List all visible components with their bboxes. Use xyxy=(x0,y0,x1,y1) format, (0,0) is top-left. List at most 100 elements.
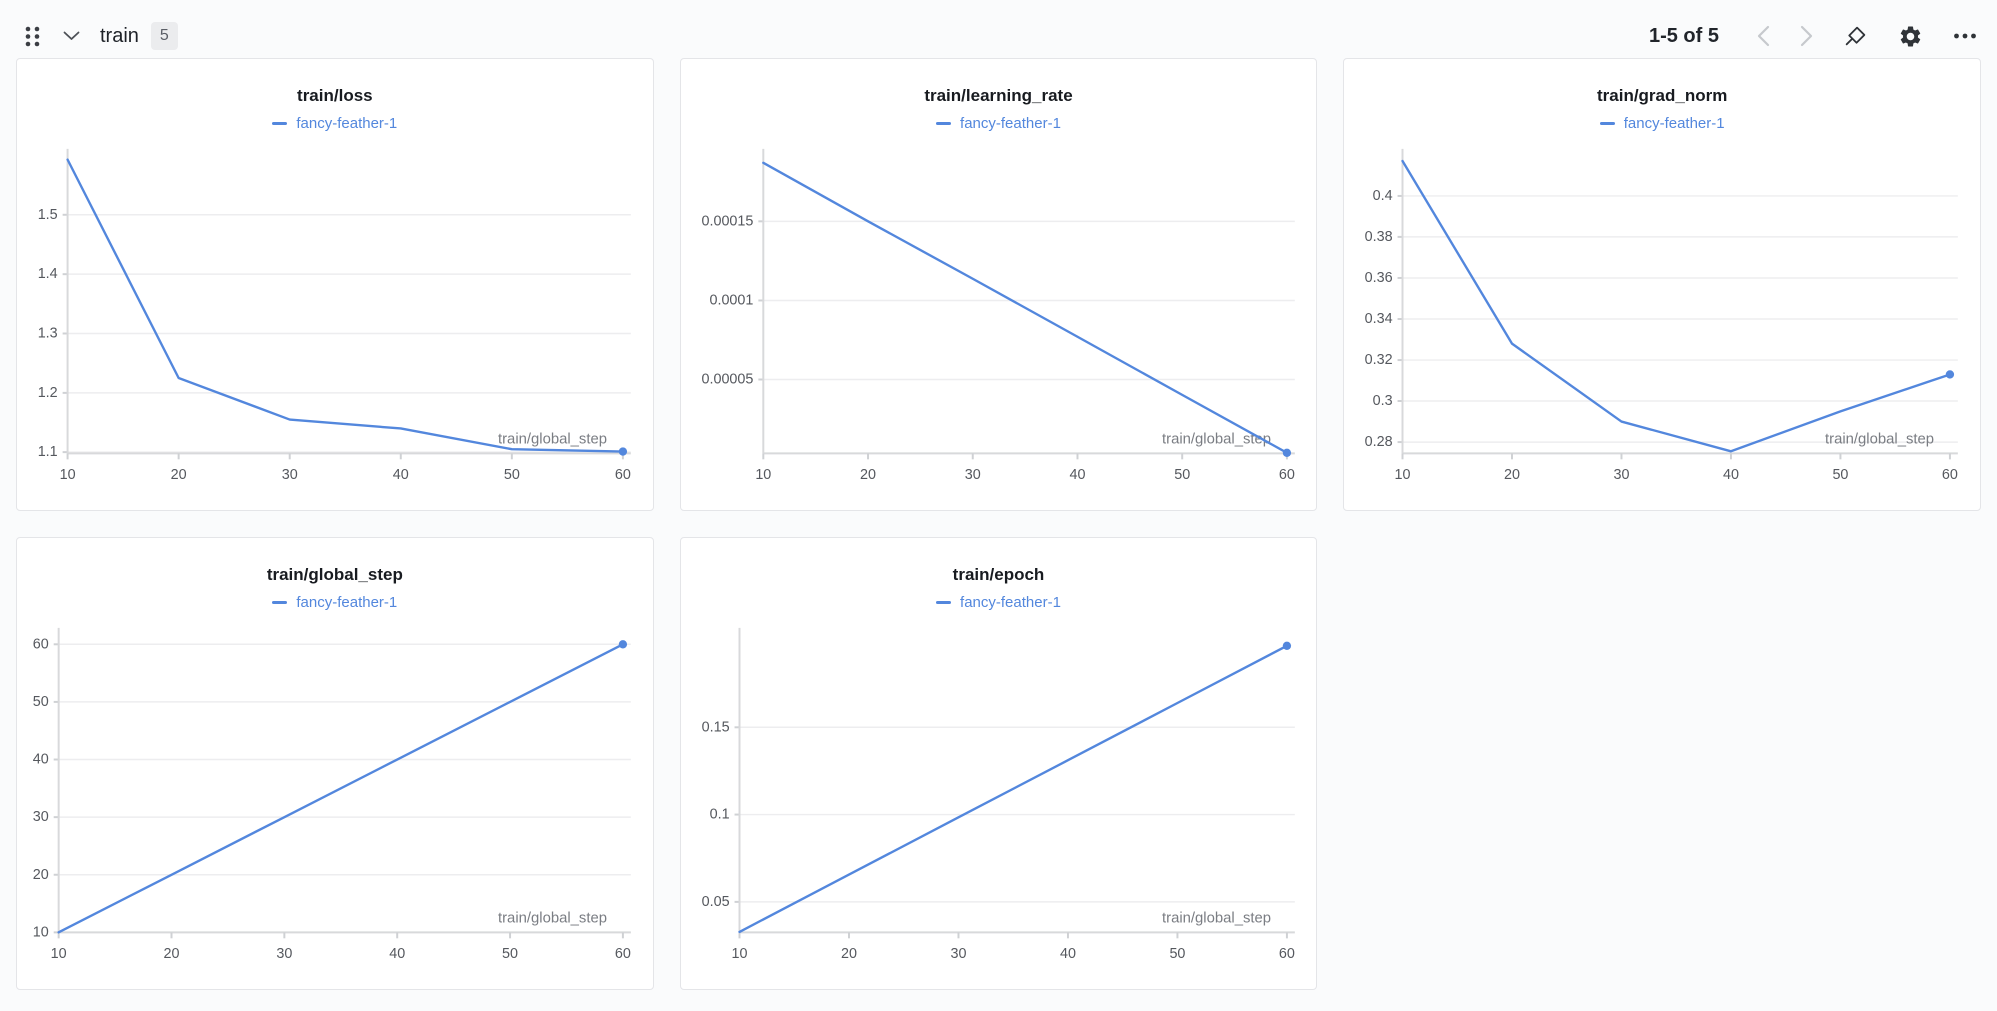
svg-text:20: 20 xyxy=(164,946,180,962)
legend-line-icon xyxy=(272,600,288,604)
legend-line-icon xyxy=(272,121,288,125)
svg-text:20: 20 xyxy=(33,867,49,883)
chevron-down-icon[interactable] xyxy=(59,27,84,45)
svg-text:0.00015: 0.00015 xyxy=(701,213,753,229)
svg-text:10: 10 xyxy=(731,946,747,962)
chart-panel-global-step: train/global_step fancy-feather-1 10 20 30… xyxy=(16,537,654,990)
svg-text:30: 30 xyxy=(282,467,298,483)
svg-text:train/global_step: train/global_step xyxy=(498,910,607,926)
ellipsis-icon[interactable] xyxy=(1949,28,1981,44)
chevron-left-icon[interactable] xyxy=(1753,21,1774,51)
svg-text:0.38: 0.38 xyxy=(1365,229,1393,245)
svg-text:train/global_step: train/global_step xyxy=(1162,431,1271,447)
svg-text:0.1: 0.1 xyxy=(709,807,729,823)
svg-text:60: 60 xyxy=(1279,946,1295,962)
line-chart-grad-norm[interactable]: 0.28 0.3 0.32 0.34 0.36 0.38 0.4 10 20 30 40 50 60 tr… xyxy=(1344,141,1980,510)
drag-handle-icon[interactable] xyxy=(20,21,45,52)
legend-run-name[interactable]: fancy-feather-1 xyxy=(960,114,1061,132)
svg-text:40: 40 xyxy=(393,467,409,483)
svg-text:20: 20 xyxy=(1504,467,1520,483)
svg-text:40: 40 xyxy=(1069,467,1085,483)
svg-text:30: 30 xyxy=(276,946,292,962)
chart-legend: fancy-feather-1 xyxy=(681,113,1317,133)
legend-run-name[interactable]: fancy-feather-1 xyxy=(296,114,398,132)
svg-text:10: 10 xyxy=(33,924,49,940)
panel-count-badge: 5 xyxy=(150,22,178,50)
svg-text:60: 60 xyxy=(615,946,631,962)
svg-text:50: 50 xyxy=(502,946,518,962)
svg-text:1.3: 1.3 xyxy=(38,325,58,341)
legend-line-icon xyxy=(936,600,952,604)
svg-text:50: 50 xyxy=(504,467,520,483)
chart-legend: fancy-feather-1 xyxy=(681,592,1317,612)
chart-legend: fancy-feather-1 xyxy=(17,113,653,133)
svg-text:0.15: 0.15 xyxy=(701,719,729,735)
svg-text:0.4: 0.4 xyxy=(1373,188,1393,204)
chart-panel-loss: train/loss fancy-feather-1 1.1 1.2 1.3 1.4 1… xyxy=(16,58,654,511)
svg-text:20: 20 xyxy=(841,946,857,962)
line-chart-learning-rate[interactable]: 0.00005 0.0001 0.00015 10 20 30 40 50 60 train/gl… xyxy=(681,141,1317,510)
svg-text:1.4: 1.4 xyxy=(38,266,58,282)
svg-text:40: 40 xyxy=(1060,946,1076,962)
chart-title: train/loss xyxy=(297,86,373,105)
chevron-right-icon[interactable] xyxy=(1796,21,1817,51)
svg-text:60: 60 xyxy=(33,636,49,652)
svg-text:10: 10 xyxy=(755,467,771,483)
svg-text:0.28: 0.28 xyxy=(1365,434,1393,450)
chart-title: train/grad_norm xyxy=(1596,86,1728,105)
svg-text:10: 10 xyxy=(1395,467,1411,483)
panel-section-header: train 5 1-5 of 5 xyxy=(0,0,1997,58)
svg-text:30: 30 xyxy=(1614,467,1630,483)
section-title: train xyxy=(100,24,139,47)
svg-text:20: 20 xyxy=(171,467,187,483)
chart-legend: fancy-feather-1 xyxy=(17,592,653,612)
gear-icon[interactable] xyxy=(1894,20,1927,53)
svg-text:10: 10 xyxy=(60,467,76,483)
chart-panel-epoch: train/epoch fancy-feather-1 0.05 0.1 0.15 1… xyxy=(679,537,1318,990)
chart-panel-learning-rate: train/learning_rate fancy-feather-1 0.00… xyxy=(679,58,1318,511)
svg-text:0.00005: 0.00005 xyxy=(701,371,753,387)
svg-text:20: 20 xyxy=(860,467,876,483)
line-chart-epoch[interactable]: 0.05 0.1 0.15 10 20 30 40 50 60 train/global_step xyxy=(681,620,1317,989)
svg-text:60: 60 xyxy=(1942,467,1958,483)
panel-grid: train/loss fancy-feather-1 1.1 1.2 1.3 1.4 1… xyxy=(0,58,1997,990)
pin-icon[interactable] xyxy=(1839,20,1872,53)
chart-title: train/epoch xyxy=(952,565,1045,584)
svg-text:60: 60 xyxy=(615,467,631,483)
svg-text:0.34: 0.34 xyxy=(1365,311,1393,327)
svg-text:50: 50 xyxy=(1169,946,1185,962)
svg-text:train/global_step: train/global_step xyxy=(1825,431,1934,447)
svg-text:train/global_step: train/global_step xyxy=(498,431,607,447)
legend-run-name[interactable]: fancy-feather-1 xyxy=(296,593,398,611)
svg-text:1.2: 1.2 xyxy=(38,385,58,401)
legend-line-icon xyxy=(1599,121,1615,125)
svg-text:50: 50 xyxy=(1833,467,1849,483)
line-chart-global-step[interactable]: 10 20 30 40 50 60 10 20 30 40 50 60 train/global_ste… xyxy=(17,620,653,989)
svg-text:10: 10 xyxy=(51,946,67,962)
pagination-label: 1-5 of 5 xyxy=(1648,24,1719,47)
svg-text:1.5: 1.5 xyxy=(38,207,58,223)
svg-text:1.1: 1.1 xyxy=(38,444,58,460)
legend-run-name[interactable]: fancy-feather-1 xyxy=(960,593,1061,611)
svg-text:60: 60 xyxy=(1279,467,1295,483)
chart-title: train/learning_rate xyxy=(924,86,1073,105)
chart-legend: fancy-feather-1 xyxy=(1344,113,1980,133)
svg-text:30: 30 xyxy=(33,809,49,825)
svg-text:40: 40 xyxy=(389,946,405,962)
legend-line-icon xyxy=(936,121,952,125)
svg-text:40: 40 xyxy=(1723,467,1739,483)
legend-run-name[interactable]: fancy-feather-1 xyxy=(1623,114,1725,132)
svg-text:train/global_step: train/global_step xyxy=(1162,910,1271,926)
svg-text:0.36: 0.36 xyxy=(1365,270,1393,286)
svg-text:0.3: 0.3 xyxy=(1373,393,1393,409)
svg-text:0.05: 0.05 xyxy=(701,894,729,910)
svg-text:50: 50 xyxy=(1174,467,1190,483)
svg-text:0.32: 0.32 xyxy=(1365,352,1393,368)
line-chart-loss[interactable]: 1.1 1.2 1.3 1.4 1.5 10 20 30 40 50 60 train/global_… xyxy=(17,141,653,510)
svg-text:0.0001: 0.0001 xyxy=(709,292,753,308)
svg-text:30: 30 xyxy=(950,946,966,962)
svg-text:40: 40 xyxy=(33,752,49,768)
chart-panel-grad-norm: train/grad_norm fancy-feather-1 0.28 0.3 0… xyxy=(1343,58,1981,511)
svg-text:50: 50 xyxy=(33,694,49,710)
chart-title: train/global_step xyxy=(266,565,403,584)
